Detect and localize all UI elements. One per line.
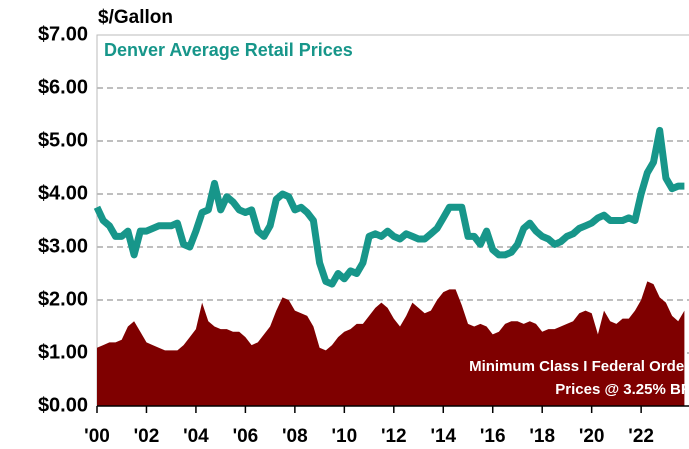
y-tick-label: $0.00: [38, 394, 88, 416]
y-tick-label: $7.00: [38, 23, 88, 45]
x-tick-label: '20: [579, 426, 605, 447]
chart-title: $/Gallon: [98, 7, 173, 28]
y-tick-label: $5.00: [38, 129, 88, 151]
x-tick-label: '00: [84, 426, 110, 447]
x-tick-label: '18: [529, 426, 555, 447]
x-tick-label: '06: [233, 426, 259, 447]
y-tick-label: $1.00: [38, 341, 88, 363]
x-tick-label: '16: [480, 426, 506, 447]
x-tick-label: '12: [381, 426, 407, 447]
y-tick-label: $6.00: [38, 76, 88, 98]
x-tick-label: '10: [332, 426, 358, 447]
y-tick-label: $2.00: [38, 288, 88, 310]
x-tick-label: '08: [282, 426, 308, 447]
line: [93, 126, 685, 288]
x-tick-label: '14: [430, 426, 456, 447]
series-annotation: Minimum Class I Federal Order Prices @ 3…: [469, 358, 689, 398]
x-tick-label: '04: [183, 426, 209, 447]
x-tick-label: '02: [134, 426, 160, 447]
y-tick-label: $4.00: [38, 182, 88, 204]
series-annotation: Denver Average Retail Prices: [104, 40, 353, 60]
area: [97, 281, 685, 406]
x-tick-label: '22: [628, 426, 654, 447]
y-tick-label: $3.00: [38, 235, 88, 257]
